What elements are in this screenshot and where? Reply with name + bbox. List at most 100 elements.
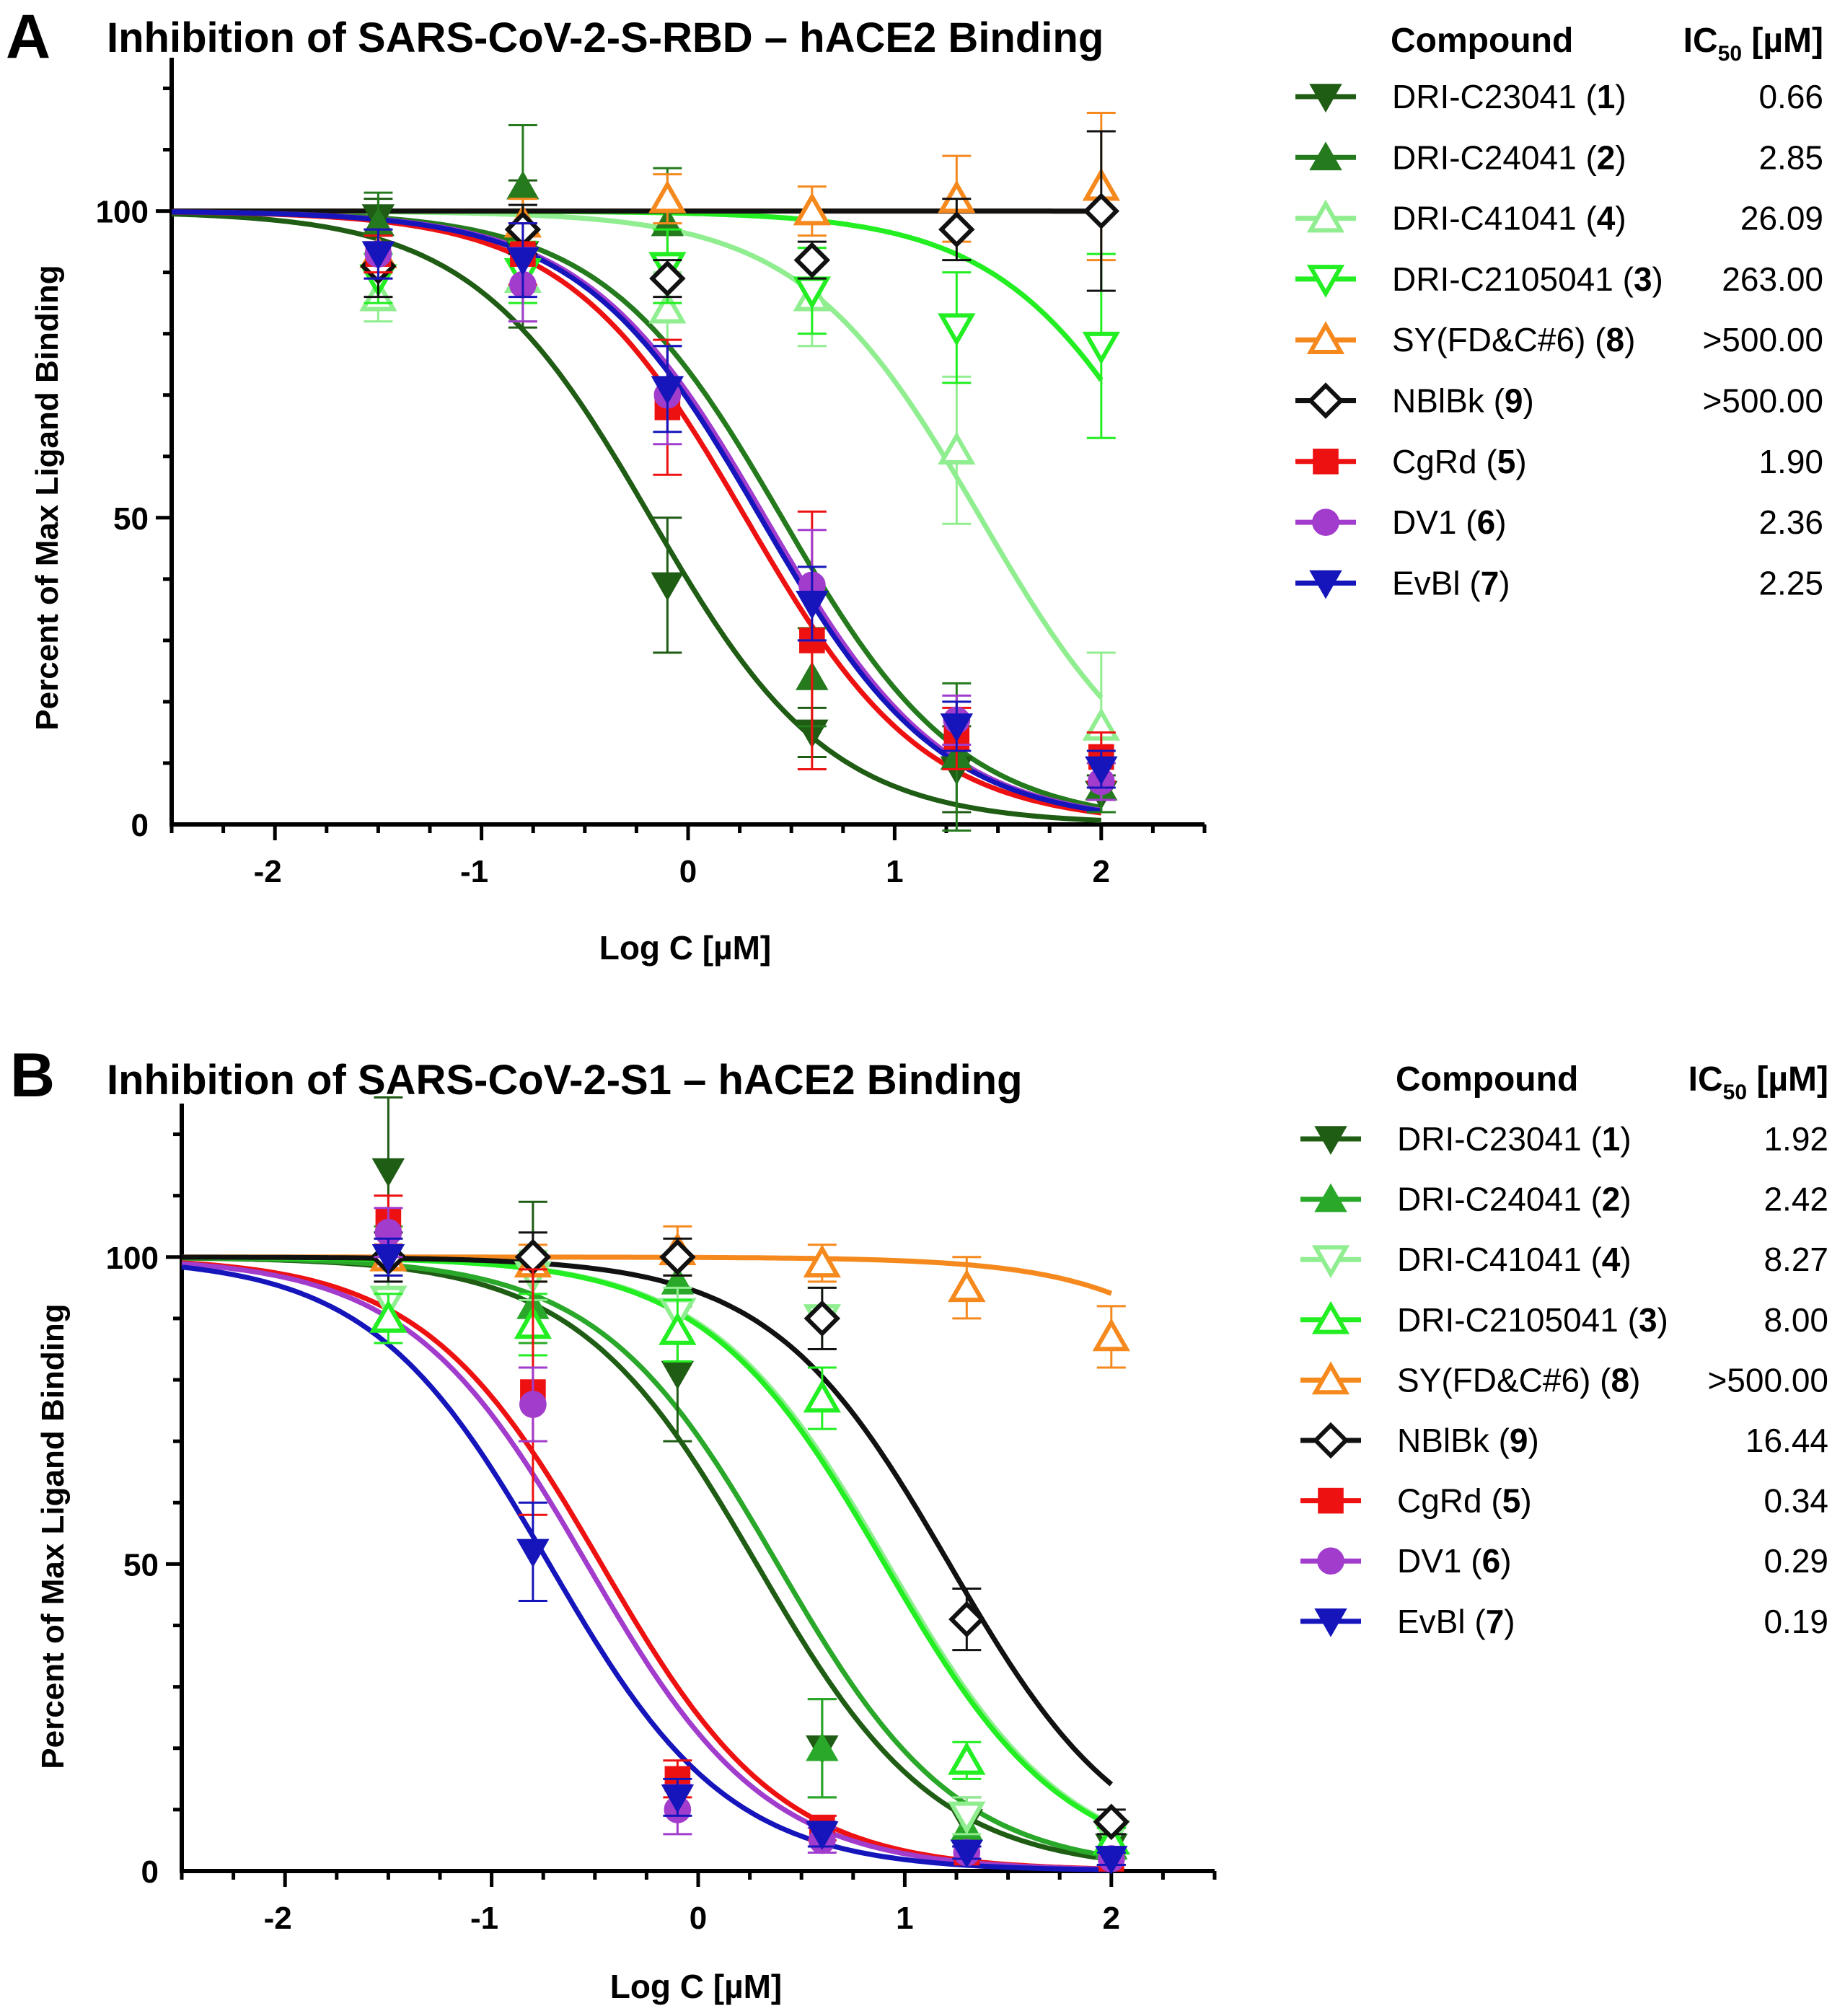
chart-b-point-dv1: [519, 1391, 547, 1418]
chart-b-fit-curve-dri-c41041: [182, 1254, 1113, 1827]
chart-a-plot-area: 0 50 100 -2 -1 0 1 2: [96, 58, 1207, 889]
chart-a-legend-compound-close: ): [1499, 564, 1510, 602]
chart-a-data-points: [359, 112, 1120, 832]
chart-b-legend-compound-close: ): [1620, 1120, 1631, 1158]
chart-a-series-cgrd: [364, 222, 1116, 783]
chart-a-legend-symbol-sy-fd-c-6: [1306, 321, 1345, 354]
chart-a-point-dri-c2105041: [1082, 331, 1120, 365]
chart-b-series-dri-c24041: [371, 1225, 1128, 1860]
chart-a-legend-ic50-value: >500.00: [1702, 382, 1823, 420]
chart-a-legend-compound-number: 1: [1597, 78, 1616, 115]
chart-b-point-evbl: [1095, 1846, 1128, 1875]
chart-a-legend-label: DRI-C23041 (1): [1392, 78, 1626, 115]
chart-b-legend-compound-close: ): [1620, 1241, 1631, 1278]
chart-a-legend-item-dri-c41041: DRI-C41041 (4) 26.09: [1295, 200, 1823, 237]
chart-b-legend-compound-number: 7: [1486, 1603, 1505, 1640]
chart-a-legend-compound-close: ): [1515, 443, 1526, 480]
chart-b-legend-item-evbl: EvBl (7) 0.19: [1300, 1603, 1828, 1640]
chart-a-legend-compound-name: DRI-C24041 (: [1392, 138, 1597, 176]
chart-a-legend-compound-name: DV1 (: [1392, 503, 1477, 541]
chart-a-legend-label: DRI-C2105041 (3): [1392, 260, 1663, 298]
chart-b-plot-area: 0 50 100 -2 -1 0 1 2: [106, 1096, 1217, 1936]
chart-b-xlabel: Log C [µM]: [610, 1968, 783, 2005]
chart-a-point-nblbk: [649, 260, 686, 297]
chart-b-point-dri-c2105041: [659, 1311, 697, 1345]
chart-b-legend-label: DRI-C2105041 (3): [1397, 1301, 1668, 1339]
chart-a-point-dri-c2105041: [938, 313, 976, 347]
chart-a-legend-compound-close: ): [1495, 503, 1506, 541]
chart-b-legend-compound-name: DRI-C2105041 (: [1397, 1301, 1639, 1339]
chart-a-legend-ic50-value: 2.36: [1758, 503, 1823, 541]
chart-a-legend-compound-number: 8: [1606, 321, 1624, 358]
chart-b-legend-symbol-sy-fd-c-6: [1311, 1361, 1350, 1395]
chart-b-legend-label: EvBl (7): [1397, 1603, 1515, 1640]
chart-b-fit-curve-dri-c2105041: [181, 1254, 1113, 1828]
chart-b-point-evbl: [950, 1839, 984, 1869]
chart-b-legend-symbol-dri-c24041: [1314, 1183, 1347, 1212]
chart-b-legend-compound-number: 3: [1639, 1301, 1657, 1339]
chart-a-legend-compound-name: DRI-C23041 (: [1392, 78, 1597, 115]
chart-b-legend: Compound IC50 [µM] DRI-C23041 (1) 1.92DRI…: [1300, 1060, 1828, 1640]
chart-a-legend-label: NBlBk (9): [1392, 382, 1534, 420]
chart-b-legend-compound-name: DRI-C41041 (: [1397, 1241, 1602, 1278]
chart-b-point-sy-fd-c-6: [1092, 1318, 1130, 1352]
chart-a-legend-label: SY(FD&C#6) (8): [1392, 321, 1635, 358]
chart-a-series-dri-c41041: [359, 234, 1120, 801]
chart-b-point-dri-c24041: [806, 1732, 839, 1761]
chart-a-legend-symbol-cgrd: [1313, 449, 1339, 475]
chart-a-legend-ic50-value: 1.90: [1758, 443, 1823, 480]
chart-a-legend-compound-close: ): [1624, 321, 1635, 358]
chart-a-legend-item-evbl: EvBl (7) 2.25: [1295, 564, 1823, 602]
chart-a-legend-compound-name: SY(FD&C#6) (: [1392, 321, 1606, 358]
chart-b-legend-label: SY(FD&C#6) (8): [1397, 1361, 1640, 1399]
chart-b-legend-symbol-cgrd: [1318, 1487, 1344, 1514]
chart-b-legend-ic50-value: >500.00: [1707, 1361, 1828, 1399]
chart-a-legend-label: DRI-C41041 (4): [1392, 200, 1626, 237]
chart-a-point-evbl: [361, 241, 395, 270]
chart-b-legend-compound-number: 5: [1502, 1482, 1521, 1520]
chart-b-legend-compound-name: NBlBk (: [1397, 1422, 1510, 1459]
chart-a-legend-item-sy-fd-c-6: SY(FD&C#6) (8) >500.00: [1295, 321, 1823, 358]
chart-a-legend-compound-name: NBlBk (: [1392, 382, 1505, 420]
chart-b-legend-ic50-value: 8.00: [1763, 1301, 1828, 1339]
panel-letter-a: A: [6, 2, 50, 71]
chart-b-point-dri-c2105041: [369, 1299, 408, 1333]
chart-b-series-sy-fd-c-6: [369, 1225, 1130, 1369]
chart-a-point-sy-fd-c-6: [793, 192, 832, 226]
chart-a-point-nblbk: [793, 242, 831, 278]
chart-a-series-dv1: [364, 228, 1116, 801]
chart-b-x-tick-label: -2: [264, 1901, 292, 1936]
chart-a-point-evbl: [506, 247, 540, 276]
chart-b-point-evbl: [371, 1244, 405, 1273]
chart-b-point-dri-c2105041: [803, 1379, 842, 1413]
chart-a-legend-symbol-nblbk: [1307, 382, 1344, 419]
chart-b-x-tick-label: 0: [690, 1901, 707, 1936]
chart-b-legend-compound-number: 8: [1611, 1361, 1629, 1399]
chart-a-ylabel: Percent of Max Ligand Binding: [30, 265, 65, 730]
chart-a-fit-curve-dri-c23041: [171, 211, 1101, 823]
chart-b-point-nblbk: [1093, 1803, 1130, 1841]
chart-b-legend-compound-number: 4: [1602, 1241, 1621, 1278]
chart-b-legend-ic50-value: 8.27: [1763, 1241, 1828, 1278]
chart-b-legend-symbol-dri-c2105041: [1311, 1300, 1350, 1334]
chart-a-legend-ic50-value: 0.66: [1758, 78, 1823, 115]
chart-a-legend-ic50-value: 263.00: [1722, 260, 1823, 298]
chart-b-legend-compound-close: ): [1528, 1422, 1539, 1459]
chart-b-point-sy-fd-c-6: [948, 1269, 986, 1303]
chart-b-legend-compound-name: DRI-C23041 (: [1397, 1120, 1602, 1158]
chart-b-y-tick-label: 0: [141, 1854, 159, 1890]
chart-b-x-tick-label: 1: [896, 1901, 913, 1936]
chart-b-legend-item-dv1: DV1 (6) 0.29: [1300, 1542, 1828, 1580]
chart-b-legend-compound-number: 2: [1602, 1181, 1621, 1218]
chart-a-legend-ic50-value: 2.85: [1758, 138, 1823, 176]
chart-a-legend-label: CgRd (5): [1392, 443, 1527, 480]
chart-a-point-evbl: [940, 713, 974, 742]
chart-b-point-dri-c23041: [661, 1360, 695, 1390]
chart-a-x-tick-label: -1: [460, 854, 488, 889]
chart-b-legend-item-cgrd: CgRd (5) 0.34: [1300, 1482, 1828, 1520]
chart-a-legend-compound-close: ): [1652, 260, 1663, 298]
chart-b-legend-ic50-value: 1.92: [1763, 1120, 1828, 1158]
chart-b-legend-symbol-nblbk: [1312, 1422, 1349, 1459]
chart-a-legend-item-dri-c23041: DRI-C23041 (1) 0.66: [1295, 78, 1823, 115]
